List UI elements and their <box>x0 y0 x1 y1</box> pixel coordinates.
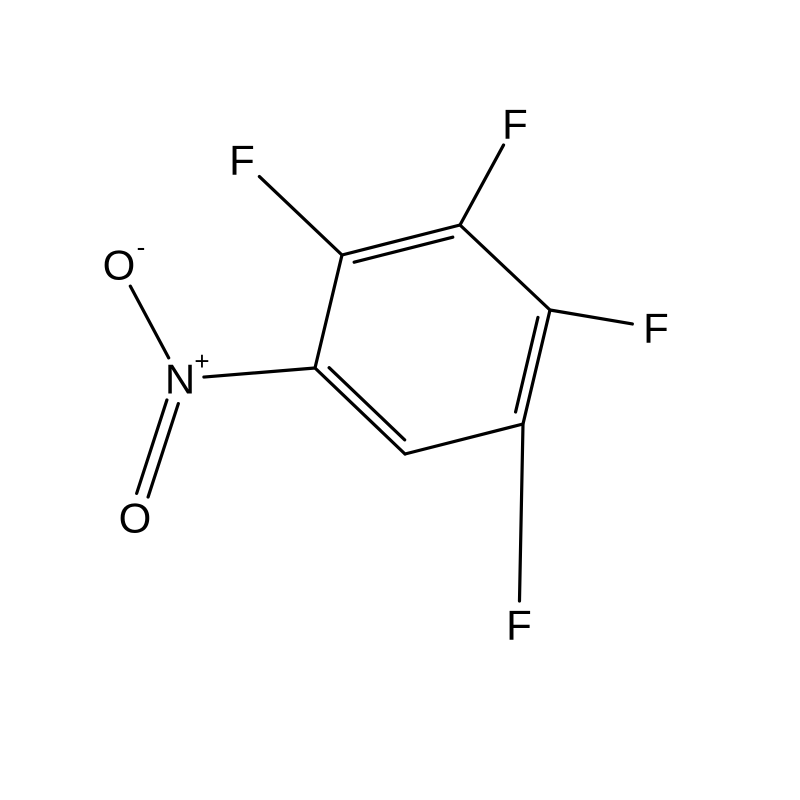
bond <box>460 225 550 310</box>
bond <box>137 400 167 493</box>
bond <box>148 404 178 497</box>
atom-label-F_bottom: F <box>506 602 532 649</box>
molecule-diagram: FFFFN+O-O <box>0 0 800 800</box>
bond <box>130 286 168 358</box>
bond <box>204 368 315 377</box>
atom-label-F_right: F <box>643 305 669 352</box>
bond <box>329 368 405 440</box>
charge-O_minus: - <box>137 232 146 262</box>
atom-label-F_top_left: F <box>229 137 255 184</box>
atom-label-N: N <box>165 356 195 403</box>
bond <box>460 145 504 225</box>
bond <box>315 255 342 368</box>
bond <box>405 424 523 454</box>
atom-label-O_dbl: O <box>119 495 152 542</box>
atom-label-O_minus: O <box>103 242 136 289</box>
labels-layer: FFFFN+O-O <box>103 101 669 649</box>
bond <box>519 424 523 601</box>
charge-N: + <box>194 346 209 376</box>
bond <box>315 368 405 454</box>
bond <box>550 310 632 324</box>
bond <box>516 317 538 412</box>
atom-label-F_top_right: F <box>502 101 528 148</box>
bond <box>259 177 342 255</box>
